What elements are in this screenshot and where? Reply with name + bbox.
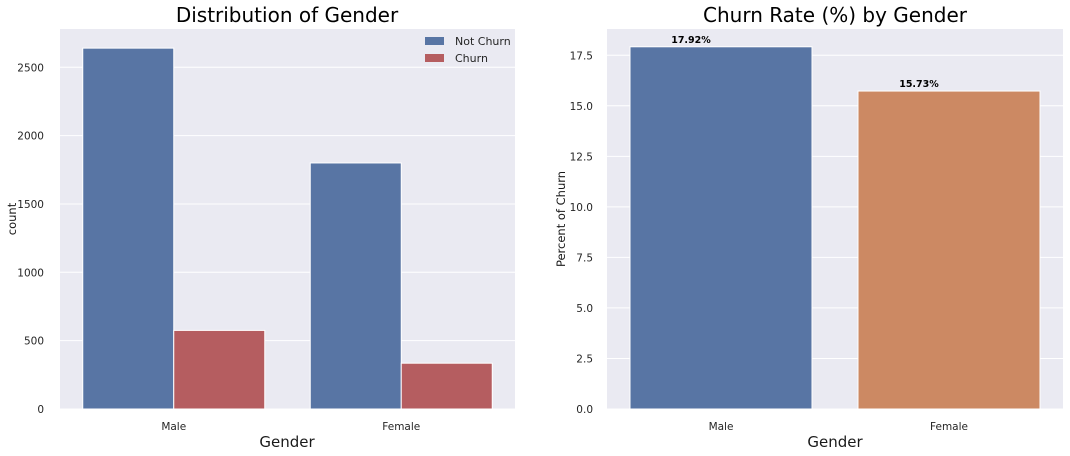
- y-tick-label: 5.0: [576, 303, 593, 315]
- y-tick-labels: 0 500 1000 1500 2000 2500: [17, 62, 44, 416]
- y-tick-label: 0: [37, 404, 44, 416]
- bar-value-label-male: 17.92%: [671, 35, 711, 46]
- y-tick-label: 1500: [17, 199, 44, 211]
- chart-distribution-of-gender: 0 500 1000 1500 2000 2500 Male Female Distribu…: [5, 3, 515, 451]
- y-tick-label: 2000: [17, 131, 44, 143]
- y-tick-label: 12.5: [570, 151, 593, 163]
- bar-male: [629, 46, 813, 410]
- y-axis-label: count: [5, 202, 19, 235]
- x-axis-label: Gender: [259, 433, 315, 451]
- bar-value-labels: 17.92% 15.73%: [671, 35, 939, 90]
- bar-female: [857, 90, 1041, 410]
- chart-churn-rate-by-gender: 17.92% 15.73% 0.0 2.5 5.0 7.5 10.0 12.5 15.0 17.…: [554, 3, 1063, 451]
- x-tick-label-male: Male: [161, 421, 186, 433]
- chart-title: Distribution of Gender: [176, 3, 399, 27]
- chart-title: Churn Rate (%) by Gender: [703, 3, 968, 27]
- x-tick-labels: Male Female: [161, 421, 420, 433]
- bar-not-churn-male: [82, 47, 175, 410]
- y-tick-label: 10.0: [570, 202, 593, 214]
- y-tick-label: 15.0: [570, 101, 593, 113]
- x-tick-label-male: Male: [709, 421, 734, 433]
- x-tick-label-female: Female: [930, 421, 968, 433]
- y-tick-label: 2.5: [576, 353, 593, 365]
- x-tick-labels: Male Female: [709, 421, 968, 433]
- y-tick-label: 1000: [17, 267, 44, 279]
- bar-churn-male: [173, 329, 266, 410]
- y-tick-label: 7.5: [576, 252, 593, 264]
- y-tick-labels: 0.0 2.5 5.0 7.5 10.0 12.5 15.0 17.5: [570, 50, 593, 416]
- bars: [629, 46, 1041, 410]
- x-tick-label-female: Female: [382, 421, 420, 433]
- y-tick-label: 2500: [17, 62, 44, 74]
- legend-label-churn: Churn: [455, 52, 488, 65]
- bars: [82, 47, 493, 410]
- bar-value-label-female: 15.73%: [899, 79, 939, 90]
- y-axis-label: Percent of Churn: [554, 171, 568, 267]
- legend-swatch-not-churn: [425, 37, 444, 45]
- bar-churn-female: [400, 362, 493, 410]
- y-tick-label: 17.5: [570, 50, 593, 62]
- legend: Not Churn Churn: [425, 35, 511, 65]
- y-tick-label: 0.0: [576, 404, 593, 416]
- y-tick-label: 500: [24, 336, 44, 348]
- bar-not-churn-female: [309, 162, 402, 410]
- x-axis-label: Gender: [807, 433, 863, 451]
- legend-swatch-churn: [425, 54, 444, 62]
- legend-label-not-churn: Not Churn: [455, 35, 511, 48]
